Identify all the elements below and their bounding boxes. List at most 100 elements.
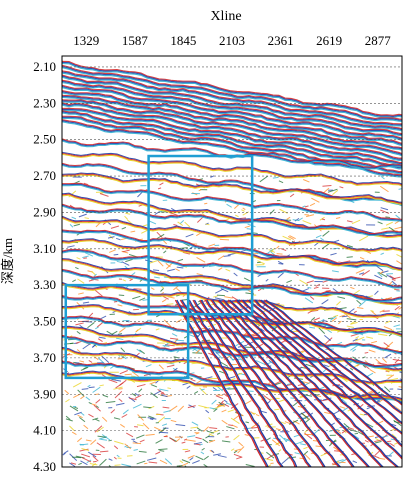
reflector-line (62, 269, 402, 302)
noise-stroke (154, 276, 160, 279)
noise-stroke (287, 236, 294, 241)
noise-stroke (223, 393, 228, 398)
reflector-line (62, 192, 402, 237)
noise-stroke (176, 319, 182, 323)
noise-stroke (389, 275, 396, 280)
noise-stroke (241, 209, 245, 212)
noise-stroke (122, 409, 129, 415)
noise-stroke (79, 443, 84, 446)
noise-stroke (132, 403, 142, 409)
noise-stroke (113, 253, 119, 256)
noise-stroke (359, 235, 369, 242)
noise-stroke (107, 236, 115, 239)
noise-stroke (173, 224, 178, 226)
noise-stroke (305, 363, 316, 368)
noise-stroke (181, 459, 191, 464)
noise-stroke (377, 221, 383, 225)
noise-stroke (398, 306, 402, 310)
noise-stroke (79, 417, 86, 423)
dipping-reflector (218, 299, 371, 467)
noise-stroke (74, 406, 79, 409)
noise-stroke (325, 337, 333, 345)
noise-stroke (313, 286, 319, 289)
noise-stroke (92, 417, 99, 421)
reflector-line (62, 101, 402, 157)
noise-stroke (142, 422, 150, 430)
x-axis-title: Xline (210, 9, 241, 24)
noise-stroke (364, 439, 369, 443)
noise-stroke (72, 279, 77, 283)
noise-stroke (108, 458, 113, 461)
noise-stroke (146, 457, 157, 461)
noise-stroke (130, 230, 136, 233)
noise-stroke (324, 411, 332, 415)
noise-stroke (208, 433, 214, 437)
noise-stroke (300, 412, 309, 420)
reflector-line (62, 67, 402, 123)
noise-stroke (321, 218, 326, 221)
noise-stroke (120, 347, 126, 353)
noise-stroke (193, 301, 203, 308)
dipping-reflector (211, 299, 355, 467)
noise-stroke (108, 234, 114, 239)
noise-stroke (379, 270, 384, 275)
noise-stroke (176, 465, 183, 467)
noise-stroke (134, 392, 139, 397)
noise-stroke (152, 269, 160, 271)
noise-stroke (81, 453, 91, 458)
highlight-box (147, 154, 254, 316)
noise-stroke (281, 458, 289, 465)
dipping-reflector (210, 299, 354, 467)
noise-stroke (132, 295, 141, 300)
noise-stroke (120, 423, 126, 428)
noise-stroke (161, 298, 167, 303)
x-tick-label: 1587 (122, 33, 149, 48)
noise-stroke (116, 260, 123, 264)
noise-stroke (110, 366, 114, 369)
noise-stroke (355, 336, 365, 342)
dipping-reflector (174, 299, 268, 467)
noise-stroke (162, 295, 169, 300)
highlight-boxes (64, 154, 254, 380)
reflector-line (62, 153, 402, 187)
noise-stroke (169, 405, 178, 412)
noise-stroke (341, 315, 348, 318)
noise-stroke (113, 300, 118, 303)
noise-stroke (315, 445, 322, 448)
noise-stroke (245, 421, 249, 424)
noise-stroke (224, 296, 233, 299)
noise-stroke (138, 388, 143, 393)
noise-stroke (122, 249, 130, 253)
noise-stroke (84, 252, 94, 257)
noise-stroke (94, 356, 99, 361)
noise-stroke (87, 384, 91, 388)
noise-stroke (106, 330, 114, 336)
noise-stroke (208, 243, 216, 247)
noise-stroke (379, 309, 385, 313)
reflector-line (62, 249, 402, 288)
noise-stroke (274, 382, 282, 386)
noise-stroke (208, 265, 215, 268)
noise-stroke (88, 386, 95, 389)
noise-stroke (163, 319, 172, 327)
noise-stroke (75, 267, 79, 270)
noise-stroke (80, 412, 85, 416)
reflector-line (62, 215, 402, 251)
noise-stroke (384, 386, 391, 393)
noise-stroke (346, 220, 353, 223)
noise-stroke (167, 387, 172, 390)
reflector-line (62, 152, 402, 186)
noise-stroke (203, 426, 209, 433)
noise-stroke (114, 440, 124, 445)
noise-stroke (191, 421, 199, 426)
dipping-reflector (260, 299, 402, 414)
noise-stroke (167, 296, 175, 299)
noise-stroke (339, 406, 346, 409)
reflector-line (62, 79, 402, 135)
dipping-reflector (199, 299, 325, 467)
noise-stroke (203, 455, 209, 460)
noise-stroke (294, 217, 300, 222)
noise-stroke (164, 458, 173, 465)
noise-stroke (176, 266, 184, 269)
noise-stroke (353, 289, 360, 295)
